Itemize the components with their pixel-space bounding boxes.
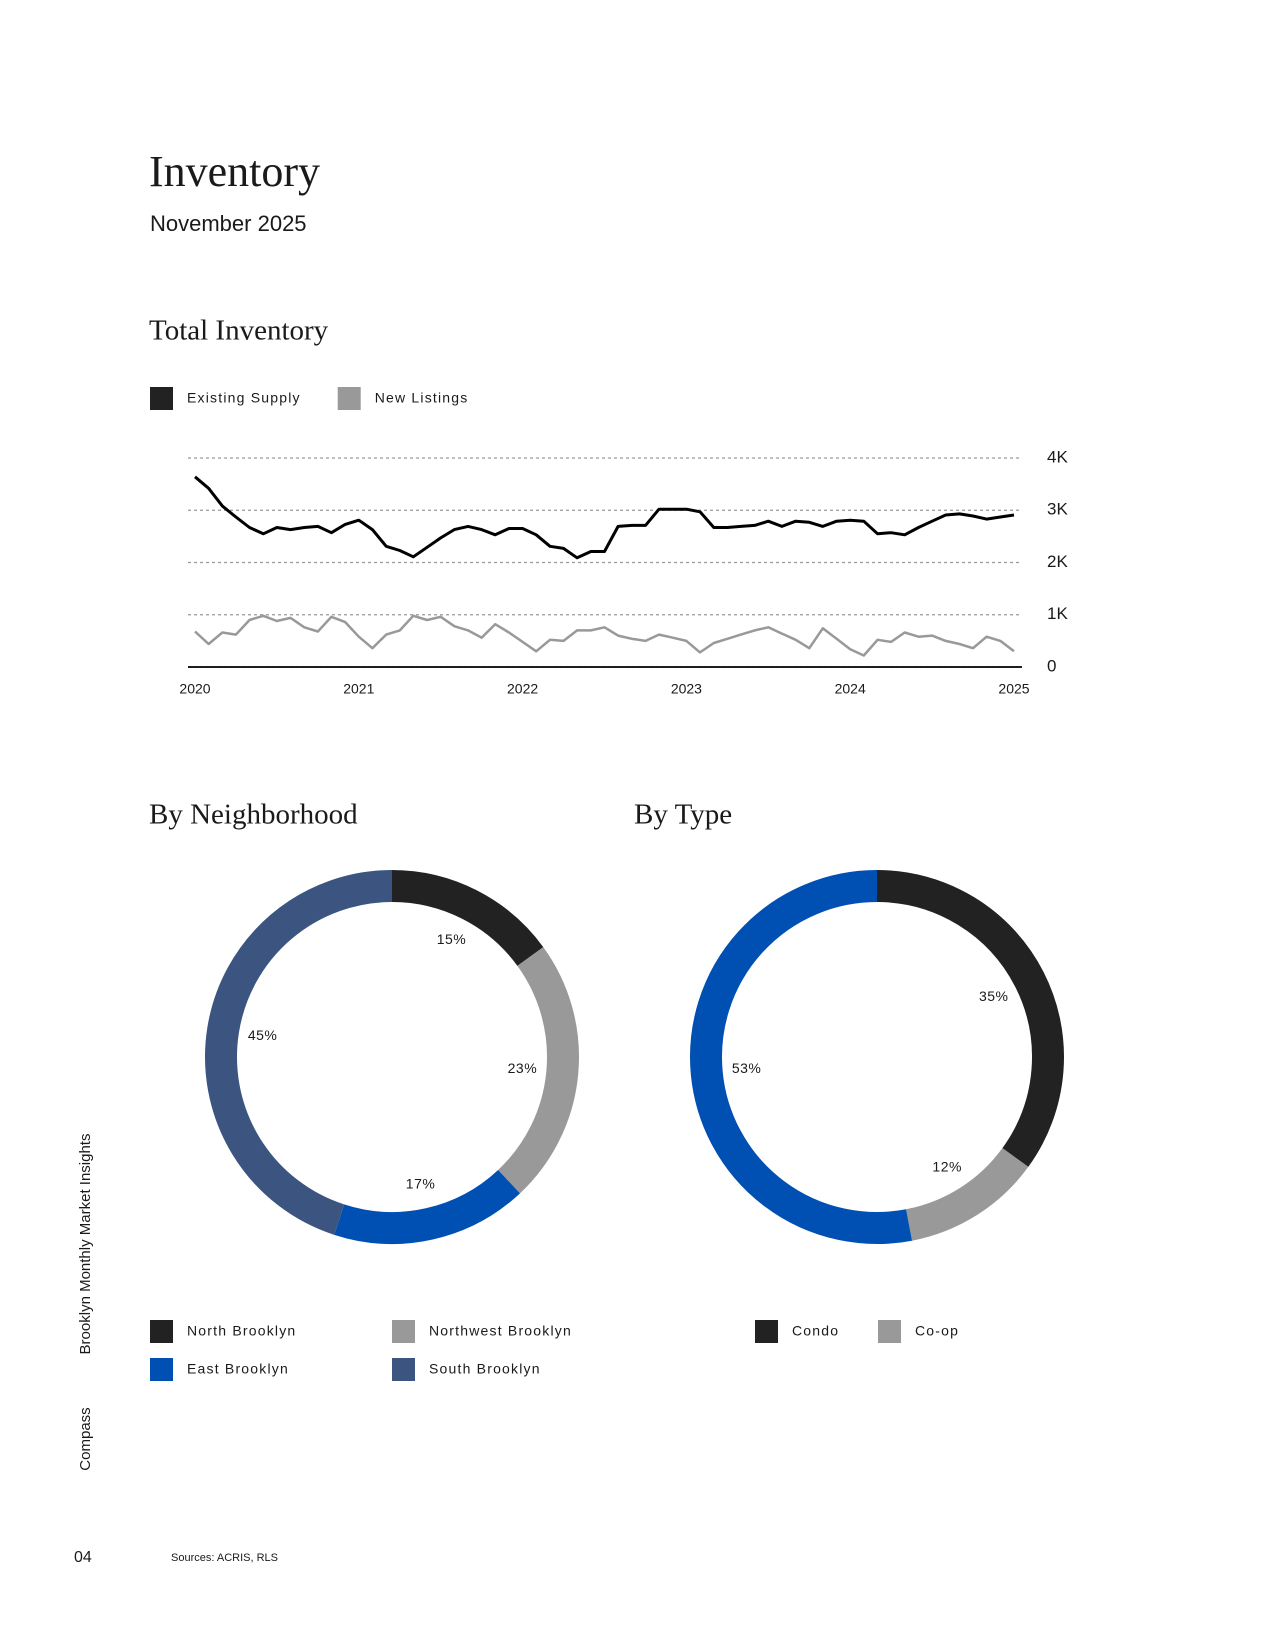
page-subtitle: November 2025 bbox=[150, 211, 307, 236]
data-label: 17% bbox=[406, 1176, 436, 1192]
data-label: 15% bbox=[437, 931, 467, 947]
donut-segment bbox=[876, 870, 1064, 1167]
donut-segment bbox=[905, 1147, 1029, 1241]
data-label: 53% bbox=[732, 1060, 762, 1076]
legend-label: Condo bbox=[792, 1323, 839, 1339]
legend-swatch bbox=[878, 1320, 901, 1343]
legend-swatch bbox=[392, 1358, 415, 1381]
x-tick-label: 2021 bbox=[343, 681, 374, 697]
legend-swatch bbox=[392, 1320, 415, 1343]
x-tick-label: 2024 bbox=[835, 681, 866, 697]
data-label: 45% bbox=[248, 1027, 278, 1043]
chart-title: Total Inventory bbox=[149, 315, 329, 347]
donut-segment bbox=[334, 1169, 521, 1244]
y-tick-label: 4K bbox=[1047, 447, 1068, 466]
report-name: Brooklyn Monthly Market Insights bbox=[77, 1134, 94, 1355]
x-tick-label: 2020 bbox=[179, 681, 210, 697]
x-tick-label: 2022 bbox=[507, 681, 538, 697]
legend-label: New Listings bbox=[375, 390, 469, 406]
legend-label: Existing Supply bbox=[187, 390, 301, 406]
legend-label: Northwest Brooklyn bbox=[429, 1323, 572, 1339]
donut-segment bbox=[497, 947, 579, 1194]
line-series bbox=[194, 614, 1015, 657]
legend-swatch bbox=[150, 387, 173, 410]
donut-segment bbox=[205, 870, 393, 1235]
legend-label: East Brooklyn bbox=[187, 1361, 289, 1377]
x-tick-label: 2023 bbox=[671, 681, 702, 697]
legend-swatch bbox=[337, 387, 361, 410]
line-series bbox=[194, 475, 1015, 560]
legend-swatch bbox=[150, 1320, 173, 1343]
legend-swatch bbox=[150, 1358, 173, 1381]
donut-segment bbox=[690, 870, 913, 1244]
data-label: 35% bbox=[979, 988, 1009, 1004]
chart-title: By Neighborhood bbox=[149, 799, 358, 831]
y-tick-label: 3K bbox=[1047, 500, 1068, 519]
legend-swatch bbox=[755, 1320, 778, 1343]
y-tick-label: 0 bbox=[1047, 656, 1056, 675]
y-tick-label: 1K bbox=[1047, 604, 1068, 623]
legend-label: Co-op bbox=[915, 1323, 959, 1339]
page-title: Inventory bbox=[149, 147, 320, 196]
x-tick-label: 2025 bbox=[998, 681, 1029, 697]
data-label: 23% bbox=[508, 1060, 538, 1076]
legend-label: North Brooklyn bbox=[187, 1323, 296, 1339]
legend-label: South Brooklyn bbox=[429, 1361, 541, 1377]
donut-segment bbox=[391, 870, 544, 967]
data-label: 12% bbox=[932, 1158, 962, 1174]
sources: Sources: ACRIS, RLS bbox=[171, 1552, 278, 1564]
page-number: 04 bbox=[74, 1549, 92, 1566]
chart-title: By Type bbox=[634, 799, 732, 831]
y-tick-label: 2K bbox=[1047, 552, 1068, 571]
brand-name: Compass bbox=[77, 1407, 94, 1470]
